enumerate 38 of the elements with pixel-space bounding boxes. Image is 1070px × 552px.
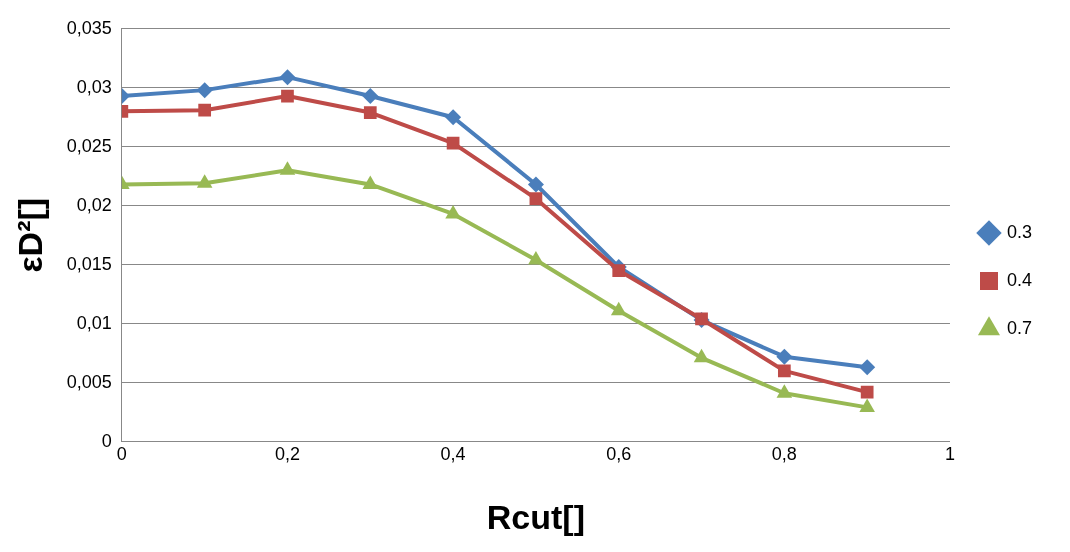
y-tick-label: 0,03 [76,76,112,97]
point [196,82,213,99]
point [529,192,543,205]
x-tick-label: 0,2 [274,444,300,465]
y-tick-label: 0,035 [66,17,112,38]
point [860,385,874,399]
y-tick-label: 0,02 [76,194,112,215]
point [281,89,294,103]
x-tick-label: 1 [944,444,955,465]
y-tick-label: 0,015 [66,253,112,274]
y-tick-label: 0,025 [66,135,112,156]
point [527,176,544,193]
x-tick-label: 0,8 [771,444,797,465]
x-tick-label: 0,4 [440,444,466,465]
legend-label: 0.7 [1006,317,1033,338]
point [362,88,379,105]
y-axis-title: εD²[] [10,197,49,273]
point [859,359,876,376]
x-tick-label: 0,6 [606,444,632,465]
y-tick-label: 0,01 [76,312,112,333]
point [777,364,791,378]
y-tick-label: 0,005 [66,371,112,392]
point [445,109,462,126]
point [198,103,212,117]
point [612,264,626,277]
point [363,106,377,119]
legend-label: 0.3 [1006,221,1033,242]
x-axis-title: Rcut[] [486,497,586,536]
y-tick-label: 0 [101,430,112,451]
point [776,384,793,398]
point [859,398,875,412]
point [693,348,710,363]
legend-label: 0.4 [1006,269,1033,290]
point [610,301,627,316]
point [776,348,793,365]
x-tick-label: 0 [116,444,127,465]
point [446,136,460,150]
point [279,69,296,86]
